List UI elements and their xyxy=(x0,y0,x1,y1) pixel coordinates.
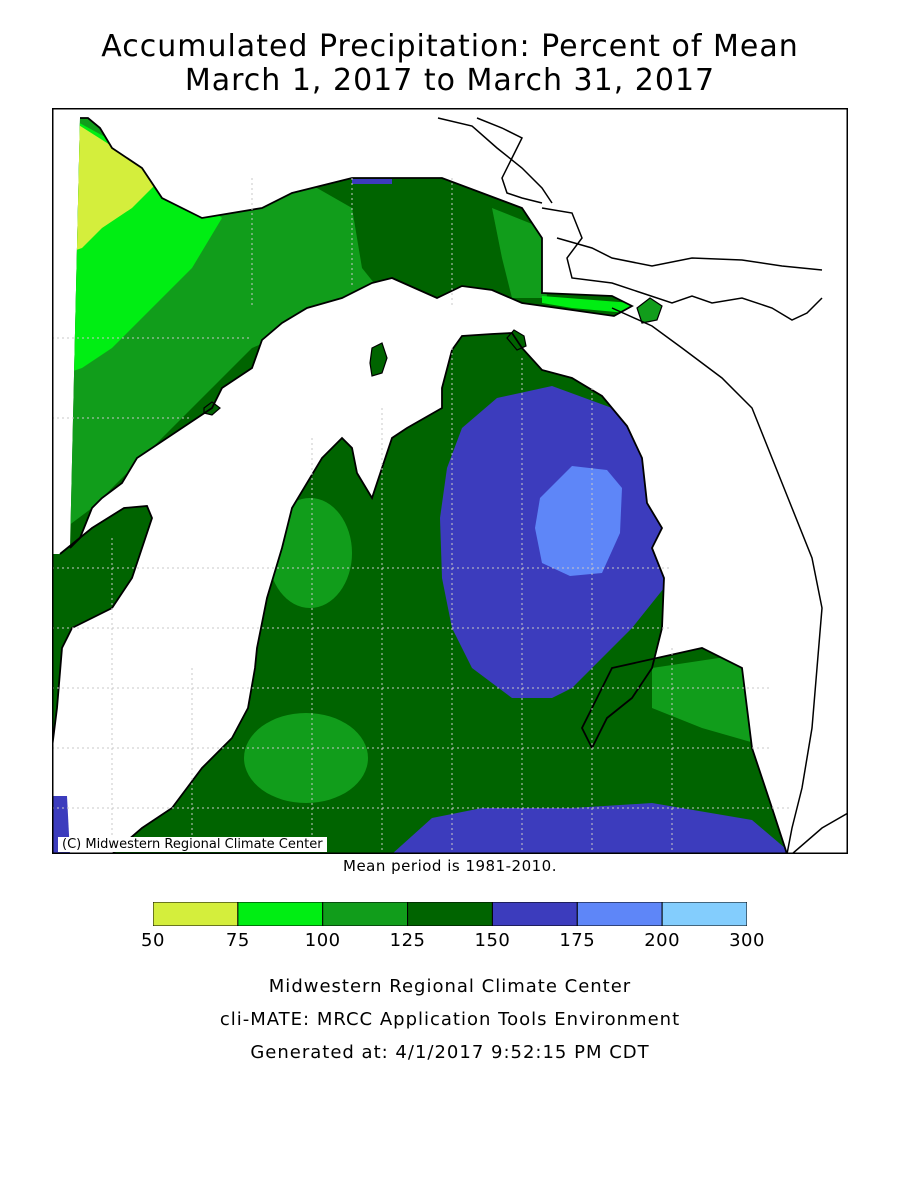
legend-tick-200: 200 xyxy=(644,930,681,951)
precipitation-map: (C) Midwestern Regional Climate Center xyxy=(52,108,848,854)
legend-swatch-150-175 xyxy=(491,902,578,926)
footer-tool-name: cli-MATE: MRCC Application Tools Environ… xyxy=(219,1009,681,1030)
lake-erie-shore xyxy=(791,812,848,854)
legend-tick-50: 50 xyxy=(141,930,165,951)
legend-swatch-125-150 xyxy=(407,902,493,926)
color-legend xyxy=(153,902,747,926)
map-svg xyxy=(52,108,848,854)
legend-tick-125: 125 xyxy=(389,930,426,951)
canada-coastline xyxy=(476,117,543,204)
legend-tick-150: 150 xyxy=(474,930,511,951)
footer-organization: Midwestern Regional Climate Center xyxy=(268,976,632,997)
map-subtitle-date-range: March 1, 2017 to March 31, 2017 xyxy=(184,63,716,98)
legend-tick-300: 300 xyxy=(729,930,765,951)
legend-tick-75: 75 xyxy=(225,930,250,951)
island xyxy=(369,342,388,377)
county-lines xyxy=(52,178,792,854)
canada-coastline xyxy=(541,207,823,321)
lake-huron-east-shore xyxy=(611,307,823,854)
copyright-notice: (C) Midwestern Regional Climate Center xyxy=(58,837,327,852)
legend-tick-100: 100 xyxy=(304,930,341,951)
footer-generated-timestamp: Generated at: 4/1/2017 9:52:15 PM CDT xyxy=(250,1042,650,1063)
canada-coastline xyxy=(437,117,553,204)
upper-peninsula-coastline xyxy=(69,117,634,549)
mean-period-note: Mean period is 1981-2010. xyxy=(343,857,557,875)
legend-swatch-100-125 xyxy=(322,902,409,926)
legend-tick-175: 175 xyxy=(559,930,596,951)
lower-peninsula-coastline xyxy=(52,332,788,854)
legend-tick-labels: 50 75 100 125 150 175 200 300 xyxy=(0,930,900,954)
legend-swatch-175-200 xyxy=(576,902,663,926)
legend-swatch-200-300 xyxy=(661,902,747,926)
canada-coastline xyxy=(556,237,823,271)
legend-swatch-75-100 xyxy=(237,902,324,926)
legend-swatch-50-75 xyxy=(153,902,239,926)
map-frame xyxy=(52,108,848,854)
map-title: Accumulated Precipitation: Percent of Me… xyxy=(101,29,799,64)
island xyxy=(352,179,392,184)
